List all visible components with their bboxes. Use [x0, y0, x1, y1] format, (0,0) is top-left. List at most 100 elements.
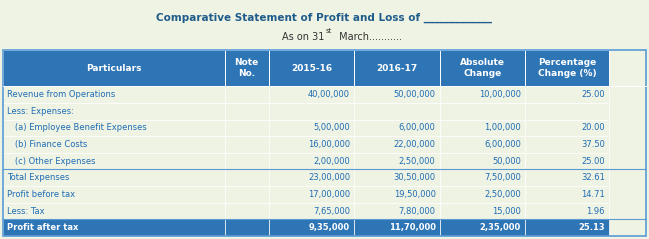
Text: 1.96: 1.96	[586, 206, 605, 216]
Bar	[3, 203, 225, 219]
Text: Absolute
Change: Absolute Change	[460, 58, 505, 78]
Bar	[354, 86, 439, 103]
Bar	[3, 50, 225, 86]
Bar	[525, 153, 609, 169]
Text: Profit after tax: Profit after tax	[7, 223, 79, 232]
Bar	[3, 186, 225, 203]
Bar	[269, 219, 354, 236]
Text: 15,000: 15,000	[492, 206, 521, 216]
Bar	[3, 169, 225, 186]
Bar	[525, 103, 609, 120]
Text: 2016-17: 2016-17	[376, 64, 417, 73]
Text: (c) Other Expenses: (c) Other Expenses	[7, 157, 95, 166]
Text: 50,000: 50,000	[492, 157, 521, 166]
Bar	[225, 203, 269, 219]
Text: 23,00,000: 23,00,000	[308, 173, 350, 182]
Bar	[354, 120, 439, 136]
Bar	[354, 203, 439, 219]
Text: Less: Tax: Less: Tax	[7, 206, 45, 216]
Bar	[439, 186, 525, 203]
Text: March...........: March...........	[336, 32, 402, 42]
Bar	[439, 203, 525, 219]
Bar	[3, 50, 646, 236]
Bar	[269, 203, 354, 219]
Bar	[225, 186, 269, 203]
Text: 2,00,000: 2,00,000	[313, 157, 350, 166]
Text: Comparative Statement of Profit and Loss of _____________: Comparative Statement of Profit and Loss…	[156, 13, 493, 23]
Bar	[3, 153, 225, 169]
Text: 32.61: 32.61	[581, 173, 605, 182]
Bar	[3, 136, 225, 153]
Bar	[225, 153, 269, 169]
Bar	[525, 186, 609, 203]
Text: 9,35,000: 9,35,000	[309, 223, 350, 232]
Bar	[354, 103, 439, 120]
Text: 2,35,000: 2,35,000	[480, 223, 521, 232]
Text: 50,00,000: 50,00,000	[393, 90, 435, 99]
Bar	[225, 103, 269, 120]
Text: 10,00,000: 10,00,000	[479, 90, 521, 99]
Bar	[525, 136, 609, 153]
Bar	[354, 219, 439, 236]
Bar	[439, 219, 525, 236]
Bar	[354, 50, 439, 86]
Bar	[225, 50, 269, 86]
Bar	[525, 120, 609, 136]
Bar	[269, 186, 354, 203]
Bar	[439, 50, 525, 86]
Text: st: st	[326, 28, 332, 34]
Bar	[269, 103, 354, 120]
Bar	[354, 186, 439, 203]
Text: 25.00: 25.00	[581, 90, 605, 99]
Text: 14.71: 14.71	[581, 190, 605, 199]
Bar	[269, 153, 354, 169]
Text: 7,50,000: 7,50,000	[484, 173, 521, 182]
Bar	[439, 103, 525, 120]
Text: Revenue from Operations: Revenue from Operations	[7, 90, 116, 99]
Bar	[354, 153, 439, 169]
Text: (b) Finance Costs: (b) Finance Costs	[7, 140, 88, 149]
Bar	[525, 50, 609, 86]
Bar	[439, 136, 525, 153]
Text: 7,80,000: 7,80,000	[398, 206, 435, 216]
Text: Profit before tax: Profit before tax	[7, 190, 75, 199]
Text: Total Expenses: Total Expenses	[7, 173, 69, 182]
Bar	[225, 169, 269, 186]
Text: As on 31: As on 31	[282, 32, 324, 42]
Text: 2,50,000: 2,50,000	[484, 190, 521, 199]
Text: 17,00,000: 17,00,000	[308, 190, 350, 199]
Text: (a) Employee Benefit Expenses: (a) Employee Benefit Expenses	[7, 123, 147, 132]
Bar	[439, 169, 525, 186]
Bar	[525, 169, 609, 186]
Bar	[525, 219, 609, 236]
Text: 40,00,000: 40,00,000	[308, 90, 350, 99]
Text: Note
No.: Note No.	[234, 58, 259, 78]
Text: 2,50,000: 2,50,000	[399, 157, 435, 166]
Bar	[269, 86, 354, 103]
Bar	[225, 136, 269, 153]
Bar	[269, 136, 354, 153]
Bar	[225, 86, 269, 103]
Text: 30,50,000: 30,50,000	[393, 173, 435, 182]
Text: 11,70,000: 11,70,000	[389, 223, 435, 232]
Bar	[439, 153, 525, 169]
Bar	[3, 219, 225, 236]
Bar	[439, 86, 525, 103]
Text: 20.00: 20.00	[581, 123, 605, 132]
Bar	[3, 103, 225, 120]
Text: Less: Expenses:: Less: Expenses:	[7, 107, 74, 116]
Bar	[225, 219, 269, 236]
Bar	[225, 120, 269, 136]
Bar	[269, 169, 354, 186]
Bar	[354, 136, 439, 153]
Text: 37.50: 37.50	[581, 140, 605, 149]
Text: 22,00,000: 22,00,000	[393, 140, 435, 149]
Text: 7,65,000: 7,65,000	[313, 206, 350, 216]
Text: Particulars: Particulars	[86, 64, 141, 73]
Text: 1,00,000: 1,00,000	[484, 123, 521, 132]
Bar	[269, 120, 354, 136]
Bar	[3, 86, 225, 103]
Bar	[354, 169, 439, 186]
Text: 25.13: 25.13	[578, 223, 605, 232]
Text: 6,00,000: 6,00,000	[398, 123, 435, 132]
